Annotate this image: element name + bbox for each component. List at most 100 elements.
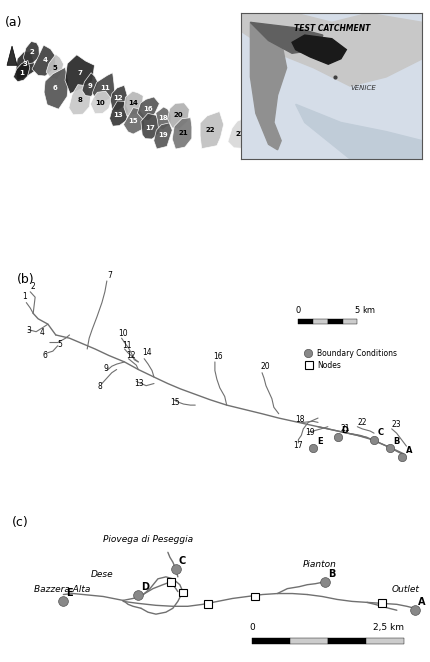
Text: 17: 17 <box>145 125 155 131</box>
Polygon shape <box>90 91 111 114</box>
Text: 5: 5 <box>58 340 62 349</box>
Polygon shape <box>123 91 143 116</box>
Text: 6: 6 <box>52 85 57 91</box>
Text: Piovega di Peseggia: Piovega di Peseggia <box>103 536 193 545</box>
Text: 6: 6 <box>43 351 48 359</box>
Text: A: A <box>417 597 424 607</box>
Text: 17: 17 <box>293 442 302 450</box>
Polygon shape <box>23 42 39 64</box>
Polygon shape <box>156 107 171 129</box>
Polygon shape <box>82 73 98 97</box>
Text: 4: 4 <box>40 328 45 337</box>
Text: VENICE: VENICE <box>349 85 375 91</box>
Text: E: E <box>316 437 322 446</box>
Text: 20: 20 <box>259 363 269 371</box>
Text: 18: 18 <box>158 115 168 121</box>
Polygon shape <box>15 52 35 81</box>
Polygon shape <box>292 35 346 64</box>
Bar <box>377 599 385 607</box>
Text: 10: 10 <box>118 329 128 338</box>
Polygon shape <box>109 101 128 126</box>
Text: D: D <box>341 426 348 435</box>
Text: 18: 18 <box>295 415 304 424</box>
Polygon shape <box>69 85 90 115</box>
Text: Outlet: Outlet <box>391 585 419 594</box>
Text: (c): (c) <box>12 516 28 529</box>
Text: 23: 23 <box>391 420 400 429</box>
Text: 9: 9 <box>88 83 92 89</box>
Text: 23: 23 <box>235 131 245 137</box>
Text: C: C <box>178 556 186 566</box>
Text: 13: 13 <box>113 112 123 118</box>
Bar <box>342 319 356 324</box>
Text: A: A <box>405 446 411 455</box>
Text: 14: 14 <box>128 99 138 106</box>
Text: 19: 19 <box>158 132 168 138</box>
Polygon shape <box>32 45 55 76</box>
Text: (a): (a) <box>5 16 22 29</box>
Polygon shape <box>200 111 223 149</box>
Text: 21: 21 <box>178 130 188 136</box>
Polygon shape <box>137 97 159 120</box>
Text: 8: 8 <box>77 97 83 103</box>
Text: C: C <box>377 428 383 438</box>
Text: 1: 1 <box>20 70 25 75</box>
Polygon shape <box>295 104 421 159</box>
Text: 13: 13 <box>134 379 144 388</box>
Polygon shape <box>110 85 127 111</box>
Text: 11: 11 <box>122 341 132 350</box>
Text: 8: 8 <box>97 382 101 391</box>
Text: 9: 9 <box>104 363 108 373</box>
Text: E: E <box>66 589 73 598</box>
Polygon shape <box>44 68 68 109</box>
Bar <box>290 638 327 643</box>
Polygon shape <box>46 54 63 79</box>
Bar <box>203 600 211 608</box>
Text: 2: 2 <box>30 281 35 291</box>
Polygon shape <box>250 23 286 150</box>
Bar <box>252 638 290 643</box>
Text: 21: 21 <box>340 424 349 433</box>
Polygon shape <box>65 55 94 93</box>
Text: 7: 7 <box>77 70 83 75</box>
Bar <box>313 319 327 324</box>
Text: 14: 14 <box>142 348 151 357</box>
Text: Pianton: Pianton <box>301 560 335 569</box>
Polygon shape <box>227 117 251 148</box>
Text: 3: 3 <box>22 61 28 67</box>
Text: 5: 5 <box>52 65 57 71</box>
Polygon shape <box>241 13 421 86</box>
Polygon shape <box>154 123 172 149</box>
Text: 4: 4 <box>43 58 47 64</box>
Text: 15: 15 <box>170 398 180 407</box>
Text: Nodes: Nodes <box>316 361 340 369</box>
Text: 10: 10 <box>95 99 105 106</box>
Text: Boundary Conditions: Boundary Conditions <box>316 349 396 357</box>
Polygon shape <box>7 46 17 66</box>
Text: Dese: Dese <box>90 570 113 579</box>
Polygon shape <box>172 118 191 149</box>
Polygon shape <box>141 113 160 139</box>
Text: 16: 16 <box>143 106 153 112</box>
Text: 2,5 km: 2,5 km <box>372 623 403 632</box>
Text: (b): (b) <box>16 273 34 287</box>
Text: 15: 15 <box>128 118 138 124</box>
Bar <box>327 319 342 324</box>
Text: B: B <box>393 437 399 446</box>
Text: 0: 0 <box>295 307 300 315</box>
Text: 5: 5 <box>354 307 359 315</box>
Text: D: D <box>141 582 149 592</box>
Polygon shape <box>92 73 114 103</box>
Text: Bazzera Alta: Bazzera Alta <box>34 585 90 594</box>
Text: 16: 16 <box>212 352 222 361</box>
Text: 20: 20 <box>173 112 183 118</box>
Polygon shape <box>167 103 189 129</box>
Bar <box>178 589 186 596</box>
Text: 2: 2 <box>30 49 34 55</box>
Bar <box>166 578 175 586</box>
Bar <box>304 361 313 369</box>
Text: km: km <box>361 307 375 315</box>
Bar <box>327 638 365 643</box>
Text: TEST CATCHMENT: TEST CATCHMENT <box>293 24 369 33</box>
Text: 12: 12 <box>113 95 123 101</box>
